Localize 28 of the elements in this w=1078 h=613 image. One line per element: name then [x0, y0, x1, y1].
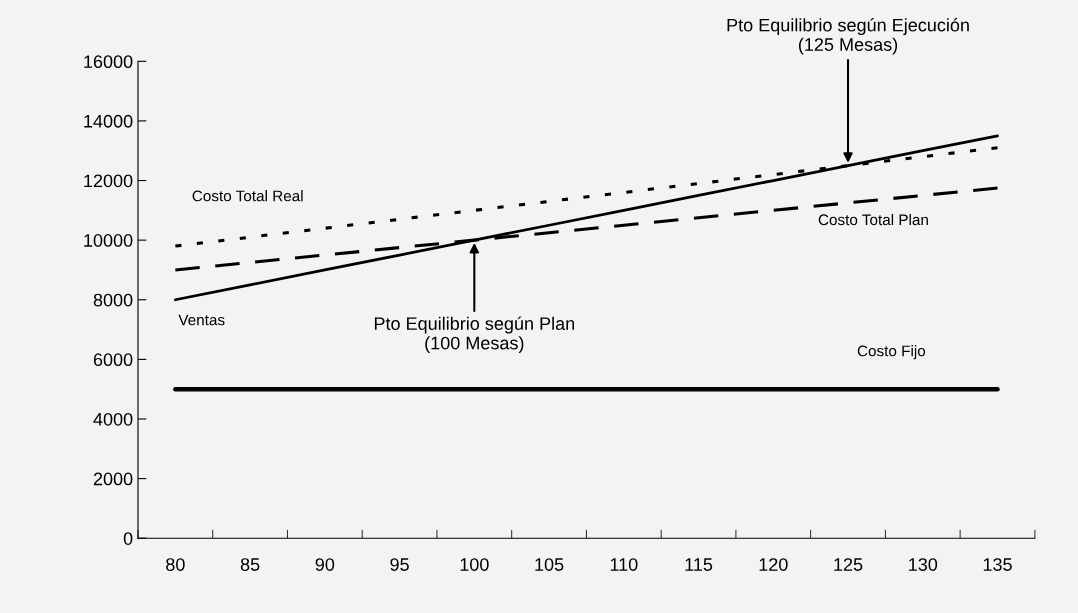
- x-tick-label: 130: [909, 558, 938, 571]
- x-tick-label: 110: [610, 558, 638, 571]
- x-tick-label: 90: [315, 558, 335, 571]
- x-tick-label: 115: [685, 558, 713, 571]
- x-tick-label: 120: [759, 558, 788, 571]
- y-tick-label: 0: [123, 532, 133, 545]
- x-tick-label: 80: [166, 558, 185, 571]
- y-tick-label: 16000: [84, 55, 133, 69]
- annotation: Pto Equilibrio según Ejecución (125 Mesas): [727, 18, 969, 55]
- series-label: Ventas: [178, 314, 225, 326]
- y-tick-label: 14000: [84, 114, 133, 128]
- x-tick-label: 100: [460, 558, 489, 571]
- annotation: Pto Equilibrio según Plan (100 Mesas): [374, 316, 575, 354]
- y-tick-label: 8000: [93, 293, 133, 307]
- x-tick-label: 125: [834, 558, 863, 571]
- y-tick-label: 2000: [93, 472, 133, 486]
- x-tick-label: 105: [535, 558, 564, 571]
- x-tick-label: 95: [390, 558, 409, 571]
- line-series: [173, 134, 999, 302]
- y-tick-label: 4000: [93, 412, 133, 426]
- x-tick-label: 135: [983, 558, 1012, 571]
- series-label: Costo Total Plan: [818, 213, 928, 226]
- series-label: Costo Fijo: [857, 345, 926, 360]
- y-tick-label: 6000: [93, 353, 133, 367]
- series-label: Costo Total Real: [192, 190, 303, 202]
- x-tick-label: 85: [240, 558, 260, 571]
- y-tick-label: 12000: [84, 174, 133, 188]
- y-tick-label: 10000: [84, 234, 133, 247]
